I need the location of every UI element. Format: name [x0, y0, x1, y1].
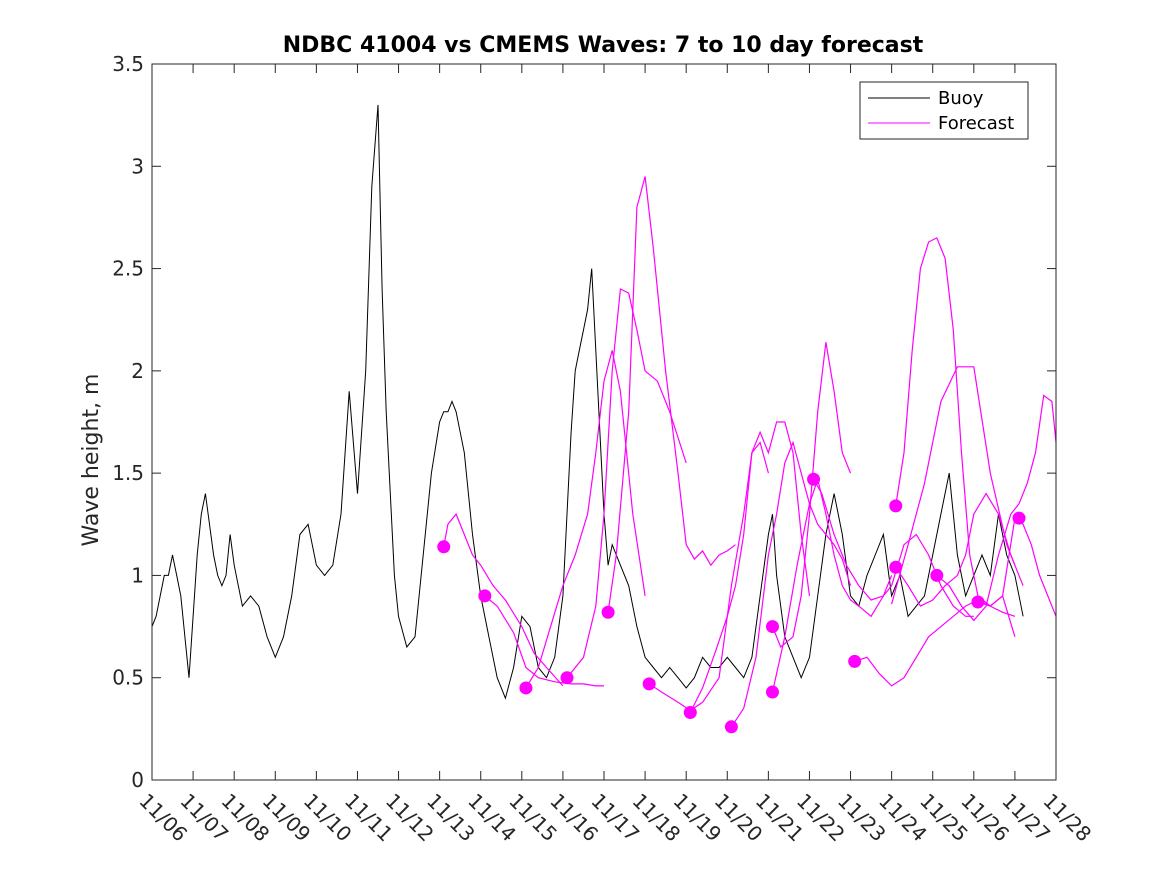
- y-axis-label: Wave height, m: [79, 374, 104, 547]
- legend-box: [859, 81, 1029, 140]
- forecast-start-marker: [889, 560, 903, 574]
- buoy-line: [152, 104, 1024, 700]
- forecast-start-marker: [1012, 511, 1026, 525]
- forecast-start-marker: [724, 720, 738, 734]
- forecast-start-marker: [848, 654, 862, 668]
- y-tick-label: 2.5: [112, 257, 144, 281]
- forecast-start-marker: [601, 605, 615, 619]
- forecast-line: [648, 441, 769, 712]
- forecast-line: [607, 176, 736, 613]
- forecast-line: [977, 517, 1056, 617]
- forecast-line: [936, 394, 1056, 622]
- y-tick-label: 0: [131, 768, 144, 792]
- y-tick-label: 2: [131, 359, 144, 383]
- forecast-start-marker: [683, 705, 697, 719]
- forecast-start-marker: [765, 685, 779, 699]
- forecast-line: [443, 512, 564, 687]
- forecast-start-marker: [930, 568, 944, 582]
- series-layer: [152, 104, 1056, 734]
- y-tick-label: 1: [131, 563, 144, 587]
- forecast-line: [525, 350, 646, 689]
- forecast-line: [895, 492, 1024, 607]
- forecast-start-marker: [971, 595, 985, 609]
- y-tick-label: 3.5: [112, 52, 144, 76]
- legend-buoy-label: Buoy: [938, 88, 984, 109]
- legend-forecast-label: Forecast: [938, 113, 1014, 134]
- forecast-line: [730, 440, 852, 728]
- y-tick-label: 0.5: [112, 666, 144, 690]
- y-tick-label: 3: [131, 154, 144, 178]
- forecast-line: [689, 421, 811, 713]
- forecast-line: [895, 237, 1016, 617]
- forecast-start-marker: [560, 671, 574, 685]
- forecast-start-marker: [478, 589, 492, 603]
- forecast-line: [566, 288, 687, 679]
- forecast-line: [813, 479, 974, 617]
- forecast-line: [891, 366, 1016, 605]
- chart-title: NDBC 41004 vs CMEMS Waves: 7 to 10 day f…: [283, 33, 924, 58]
- forecast-line: [484, 595, 604, 687]
- forecast-start-marker: [889, 499, 903, 513]
- forecast-line: [771, 477, 893, 693]
- forecast-start-marker: [807, 472, 821, 486]
- forecast-start-marker: [642, 677, 656, 691]
- y-tick-label: 1.5: [112, 461, 144, 485]
- forecast-start-marker: [765, 620, 779, 634]
- legend: Buoy Forecast: [859, 81, 1029, 140]
- forecast-line: [771, 342, 852, 648]
- forecast-start-marker: [519, 681, 533, 695]
- forecast-start-marker: [437, 540, 451, 554]
